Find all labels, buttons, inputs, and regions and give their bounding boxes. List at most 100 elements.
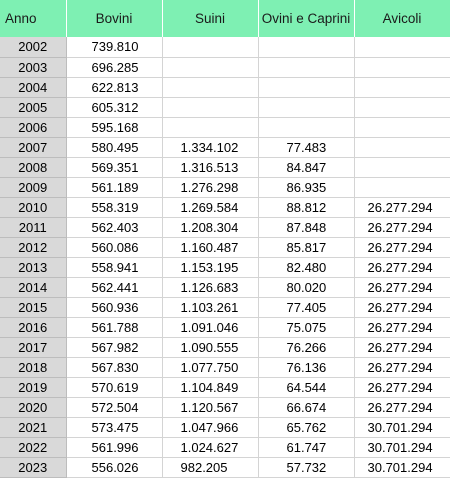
year-cell[interactable]: 2023 (0, 457, 67, 478)
suini-cell[interactable]: 1.104.849 (162, 377, 259, 398)
ovini-caprini-cell[interactable] (258, 97, 355, 118)
bovini-cell[interactable]: 562.403 (66, 217, 163, 238)
ovini-caprini-cell[interactable]: 80.020 (258, 277, 355, 298)
ovini-caprini-cell[interactable]: 88.812 (258, 197, 355, 218)
avicoli-cell[interactable]: 30.701.294 (354, 417, 450, 438)
suini-cell[interactable] (162, 117, 259, 138)
avicoli-cell[interactable]: 26.277.294 (354, 297, 450, 318)
bovini-cell[interactable]: 558.941 (66, 257, 163, 278)
bovini-cell[interactable]: 696.285 (66, 57, 163, 78)
avicoli-cell[interactable] (354, 117, 450, 138)
suini-cell[interactable] (162, 77, 259, 98)
avicoli-cell[interactable] (354, 77, 450, 98)
bovini-cell[interactable]: 580.495 (66, 137, 163, 158)
ovini-caprini-cell[interactable]: 82.480 (258, 257, 355, 278)
year-cell[interactable]: 2003 (0, 57, 67, 78)
ovini-caprini-cell[interactable] (258, 37, 355, 58)
avicoli-cell[interactable]: 26.277.294 (354, 357, 450, 378)
ovini-caprini-cell[interactable]: 86.935 (258, 177, 355, 198)
avicoli-cell[interactable]: 26.277.294 (354, 197, 450, 218)
bovini-cell[interactable]: 572.504 (66, 397, 163, 418)
bovini-cell[interactable]: 622.813 (66, 77, 163, 98)
suini-cell[interactable]: 1.103.261 (162, 297, 259, 318)
bovini-cell[interactable]: 739.810 (66, 37, 163, 58)
avicoli-cell[interactable]: 26.277.294 (354, 397, 450, 418)
suini-cell[interactable]: 1.208.304 (162, 217, 259, 238)
suini-cell[interactable]: 1.126.683 (162, 277, 259, 298)
ovini-caprini-cell[interactable]: 77.405 (258, 297, 355, 318)
avicoli-cell[interactable] (354, 37, 450, 58)
suini-cell[interactable] (162, 97, 259, 118)
avicoli-cell[interactable]: 26.277.294 (354, 277, 450, 298)
year-cell[interactable]: 2016 (0, 317, 67, 338)
year-cell[interactable]: 2017 (0, 337, 67, 358)
suini-cell[interactable] (162, 37, 259, 58)
avicoli-cell[interactable]: 26.277.294 (354, 337, 450, 358)
ovini-caprini-cell[interactable]: 87.848 (258, 217, 355, 238)
avicoli-cell[interactable]: 26.277.294 (354, 377, 450, 398)
year-cell[interactable]: 2014 (0, 277, 67, 298)
ovini-caprini-cell[interactable]: 66.674 (258, 397, 355, 418)
avicoli-cell[interactable]: 30.701.294 (354, 437, 450, 458)
year-cell[interactable]: 2019 (0, 377, 67, 398)
year-cell[interactable]: 2022 (0, 437, 67, 458)
ovini-caprini-cell[interactable]: 57.732 (258, 457, 355, 478)
bovini-cell[interactable]: 560.936 (66, 297, 163, 318)
year-cell[interactable]: 2021 (0, 417, 67, 438)
suini-cell[interactable] (162, 57, 259, 78)
year-cell[interactable]: 2002 (0, 37, 67, 58)
bovini-cell[interactable]: 561.996 (66, 437, 163, 458)
avicoli-cell[interactable] (354, 137, 450, 158)
avicoli-cell[interactable]: 26.277.294 (354, 237, 450, 258)
bovini-cell[interactable]: 605.312 (66, 97, 163, 118)
suini-cell[interactable]: 1.090.555 (162, 337, 259, 358)
bovini-cell[interactable]: 556.026 (66, 457, 163, 478)
bovini-cell[interactable]: 561.189 (66, 177, 163, 198)
bovini-cell[interactable]: 570.619 (66, 377, 163, 398)
bovini-cell[interactable]: 595.168 (66, 117, 163, 138)
header-ovini-caprini[interactable]: Ovini e Caprini (258, 0, 355, 37)
bovini-cell[interactable]: 567.830 (66, 357, 163, 378)
ovini-caprini-cell[interactable] (258, 57, 355, 78)
bovini-cell[interactable]: 561.788 (66, 317, 163, 338)
suini-cell[interactable]: 1.047.966 (162, 417, 259, 438)
suini-cell[interactable]: 1.160.487 (162, 237, 259, 258)
bovini-cell[interactable]: 562.441 (66, 277, 163, 298)
year-cell[interactable]: 2008 (0, 157, 67, 178)
suini-cell[interactable]: 1.091.046 (162, 317, 259, 338)
avicoli-cell[interactable] (354, 157, 450, 178)
year-cell[interactable]: 2018 (0, 357, 67, 378)
suini-cell[interactable]: 1.334.102 (162, 137, 259, 158)
bovini-cell[interactable]: 567.982 (66, 337, 163, 358)
year-cell[interactable]: 2010 (0, 197, 67, 218)
suini-cell[interactable]: 1.276.298 (162, 177, 259, 198)
ovini-caprini-cell[interactable]: 85.817 (258, 237, 355, 258)
header-suini[interactable]: Suini (162, 0, 259, 37)
avicoli-cell[interactable] (354, 57, 450, 78)
header-anno[interactable]: Anno (0, 0, 67, 37)
avicoli-cell[interactable] (354, 97, 450, 118)
header-avicoli[interactable]: Avicoli (354, 0, 450, 37)
ovini-caprini-cell[interactable]: 75.075 (258, 317, 355, 338)
year-cell[interactable]: 2015 (0, 297, 67, 318)
avicoli-cell[interactable]: 30.701.294 (354, 457, 450, 478)
ovini-caprini-cell[interactable] (258, 117, 355, 138)
year-cell[interactable]: 2006 (0, 117, 67, 138)
year-cell[interactable]: 2004 (0, 77, 67, 98)
year-cell[interactable]: 2005 (0, 97, 67, 118)
bovini-cell[interactable]: 573.475 (66, 417, 163, 438)
bovini-cell[interactable]: 569.351 (66, 157, 163, 178)
suini-cell[interactable]: 1.077.750 (162, 357, 259, 378)
year-cell[interactable]: 2012 (0, 237, 67, 258)
bovini-cell[interactable]: 558.319 (66, 197, 163, 218)
suini-cell[interactable]: 1.269.584 (162, 197, 259, 218)
ovini-caprini-cell[interactable]: 84.847 (258, 157, 355, 178)
avicoli-cell[interactable]: 26.277.294 (354, 317, 450, 338)
year-cell[interactable]: 2020 (0, 397, 67, 418)
bovini-cell[interactable]: 560.086 (66, 237, 163, 258)
ovini-caprini-cell[interactable]: 65.762 (258, 417, 355, 438)
avicoli-cell[interactable]: 26.277.294 (354, 257, 450, 278)
suini-cell[interactable]: 1.153.195 (162, 257, 259, 278)
year-cell[interactable]: 2009 (0, 177, 67, 198)
year-cell[interactable]: 2013 (0, 257, 67, 278)
